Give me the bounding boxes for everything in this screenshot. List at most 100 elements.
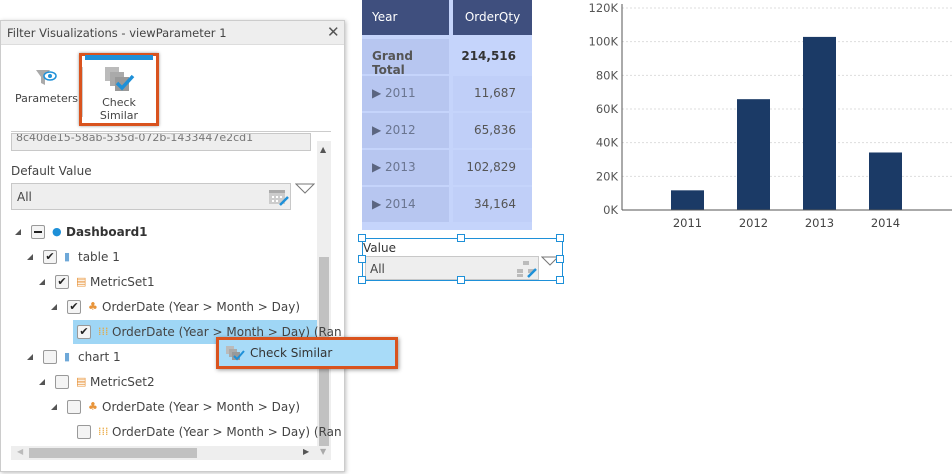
parameters-label: Parameters	[15, 92, 78, 105]
check-similar-button[interactable]: Check Similar	[85, 65, 153, 122]
tree-checkbox[interactable]	[55, 375, 69, 389]
column-header-orderqty[interactable]: OrderQty	[453, 0, 532, 35]
divider	[11, 131, 331, 132]
resize-handle[interactable]	[556, 255, 564, 263]
close-icon[interactable]: ✕	[327, 23, 340, 41]
range-icon: ⁞⁞⁞	[98, 425, 109, 438]
expand-toggle-icon[interactable]	[51, 404, 57, 410]
tree-item-label[interactable]: OrderDate (Year > Month > Day) (Ran	[112, 325, 342, 339]
resize-handle[interactable]	[457, 234, 465, 242]
parameter-widget[interactable]: Value All	[362, 238, 563, 281]
bar	[869, 152, 902, 210]
dashboard-icon: ●	[52, 225, 62, 238]
context-menu: Check Similar	[216, 337, 398, 369]
expand-icon[interactable]: ▶	[372, 160, 386, 174]
expand-icon[interactable]: ▶	[372, 86, 386, 100]
y-tick-label: 100K	[589, 35, 619, 49]
filter-visualizations-panel: Filter Visualizations - viewParameter 1 …	[0, 20, 345, 472]
scroll-up-icon[interactable]: ▲	[320, 145, 327, 154]
tree-item-label[interactable]: table 1	[78, 250, 120, 264]
tree-checkbox[interactable]: ✔	[77, 325, 91, 339]
check-similar-icon	[226, 346, 245, 361]
table-row-year[interactable]: ▶ 2013	[362, 150, 449, 185]
tree-checkbox[interactable]	[67, 400, 81, 414]
tree-item-label[interactable]: OrderDate (Year > Month > Day)	[102, 400, 301, 414]
scroll-right-icon[interactable]: ▶	[303, 447, 310, 456]
calendar-edit-icon[interactable]	[268, 187, 290, 207]
tree-checkbox[interactable]	[77, 425, 91, 439]
tree-item-label[interactable]: chart 1	[78, 350, 121, 364]
table-row-year[interactable]: ▶ 2014	[362, 187, 449, 222]
parameter-value-input[interactable]: All	[365, 256, 539, 280]
check-similar-label-2: Similar	[99, 109, 139, 122]
context-menu-item-check-similar[interactable]: Check Similar	[221, 342, 393, 364]
horizontal-scrollbar-thumb[interactable]	[29, 448, 197, 458]
bar	[803, 36, 836, 211]
panel-titlebar[interactable]: Filter Visualizations - viewParameter 1 …	[1, 21, 344, 45]
scroll-left-icon[interactable]: ◀	[17, 447, 24, 456]
resize-handle[interactable]	[358, 255, 366, 263]
check-similar-label-1: Check	[102, 96, 136, 109]
dropdown-arrow-icon[interactable]	[295, 183, 315, 195]
resize-handle[interactable]	[457, 276, 465, 284]
resize-handle[interactable]	[358, 234, 366, 242]
tree-checkbox[interactable]	[31, 225, 45, 239]
check-similar-icon	[105, 67, 135, 91]
hierarchy-edit-icon[interactable]	[516, 260, 538, 278]
check-similar-highlight	[79, 53, 159, 126]
panel-title: Filter Visualizations - viewParameter 1	[7, 26, 227, 40]
tree-checkbox[interactable]: ✔	[55, 275, 69, 289]
default-value-input[interactable]: All	[11, 183, 291, 210]
column-header-year[interactable]: Year	[362, 0, 449, 35]
expand-toggle-icon[interactable]	[27, 254, 33, 260]
range-icon: ⁞⁞⁞	[98, 325, 109, 338]
scroll-down-icon[interactable]: ▼	[320, 447, 327, 456]
tree-item-label[interactable]: OrderDate (Year > Month > Day)	[102, 300, 301, 314]
x-tick-label: 2013	[805, 216, 834, 230]
table-row-year[interactable]: ▶ 2012	[362, 113, 449, 148]
year-value: 2012	[385, 123, 416, 137]
expand-icon[interactable]: ▶	[372, 123, 386, 137]
dropdown-arrow-icon[interactable]	[541, 256, 559, 266]
grand-total-label: Grand Total	[362, 39, 449, 77]
parameter-label: Value	[363, 241, 396, 255]
y-tick-label: 120K	[589, 1, 619, 15]
tree-checkbox[interactable]	[43, 350, 57, 364]
x-tick-label: 2011	[673, 216, 702, 230]
table-row-year[interactable]: ▶ 2011	[362, 76, 449, 111]
id-field[interactable]: 8c40de15-58ab-535d-072b-1433447e2cd1	[11, 133, 311, 151]
y-tick-label: 0K	[603, 203, 618, 217]
hierarchy-icon: ♣	[88, 400, 98, 413]
bar	[671, 190, 704, 210]
resize-handle[interactable]	[556, 276, 564, 284]
default-value-label: Default Value	[11, 164, 92, 178]
grand-total-value: 214,516	[461, 49, 516, 63]
expand-toggle-icon[interactable]	[39, 279, 45, 285]
expand-toggle-icon[interactable]	[51, 304, 57, 310]
tree-item-label[interactable]: MetricSet1	[90, 275, 155, 289]
resize-handle[interactable]	[358, 276, 366, 284]
expand-toggle-icon[interactable]	[15, 229, 21, 235]
bar	[737, 99, 770, 210]
bar-chart-icon: ▮	[64, 250, 71, 263]
toolbar-divider	[82, 67, 83, 117]
expand-icon[interactable]: ▶	[372, 197, 386, 211]
data-table: Year OrderQty Grand Total 214,516 ▶ 2011 …	[362, 0, 532, 230]
expand-toggle-icon[interactable]	[39, 379, 45, 385]
tree-item-label[interactable]: MetricSet2	[90, 375, 155, 389]
table-row-qty: 34,164	[453, 187, 532, 222]
filter-eye-icon	[36, 70, 57, 85]
context-menu-label: Check Similar	[250, 346, 333, 360]
tree-item-label[interactable]: OrderDate (Year > Month > Day) (Ran	[112, 425, 342, 439]
x-tick-label: 2014	[871, 216, 900, 230]
tree-checkbox[interactable]: ✔	[67, 300, 81, 314]
metricset-icon: ▤	[76, 275, 87, 288]
table-row-qty: 102,829	[453, 150, 532, 185]
tree-item-label[interactable]: Dashboard1	[66, 225, 148, 239]
parameter-value-text: All	[370, 262, 385, 276]
expand-toggle-icon[interactable]	[27, 354, 33, 360]
year-value: 2011	[385, 86, 416, 100]
parameters-button[interactable]: Parameters	[15, 67, 78, 105]
tree-checkbox[interactable]: ✔	[43, 250, 57, 264]
resize-handle[interactable]	[556, 234, 564, 242]
